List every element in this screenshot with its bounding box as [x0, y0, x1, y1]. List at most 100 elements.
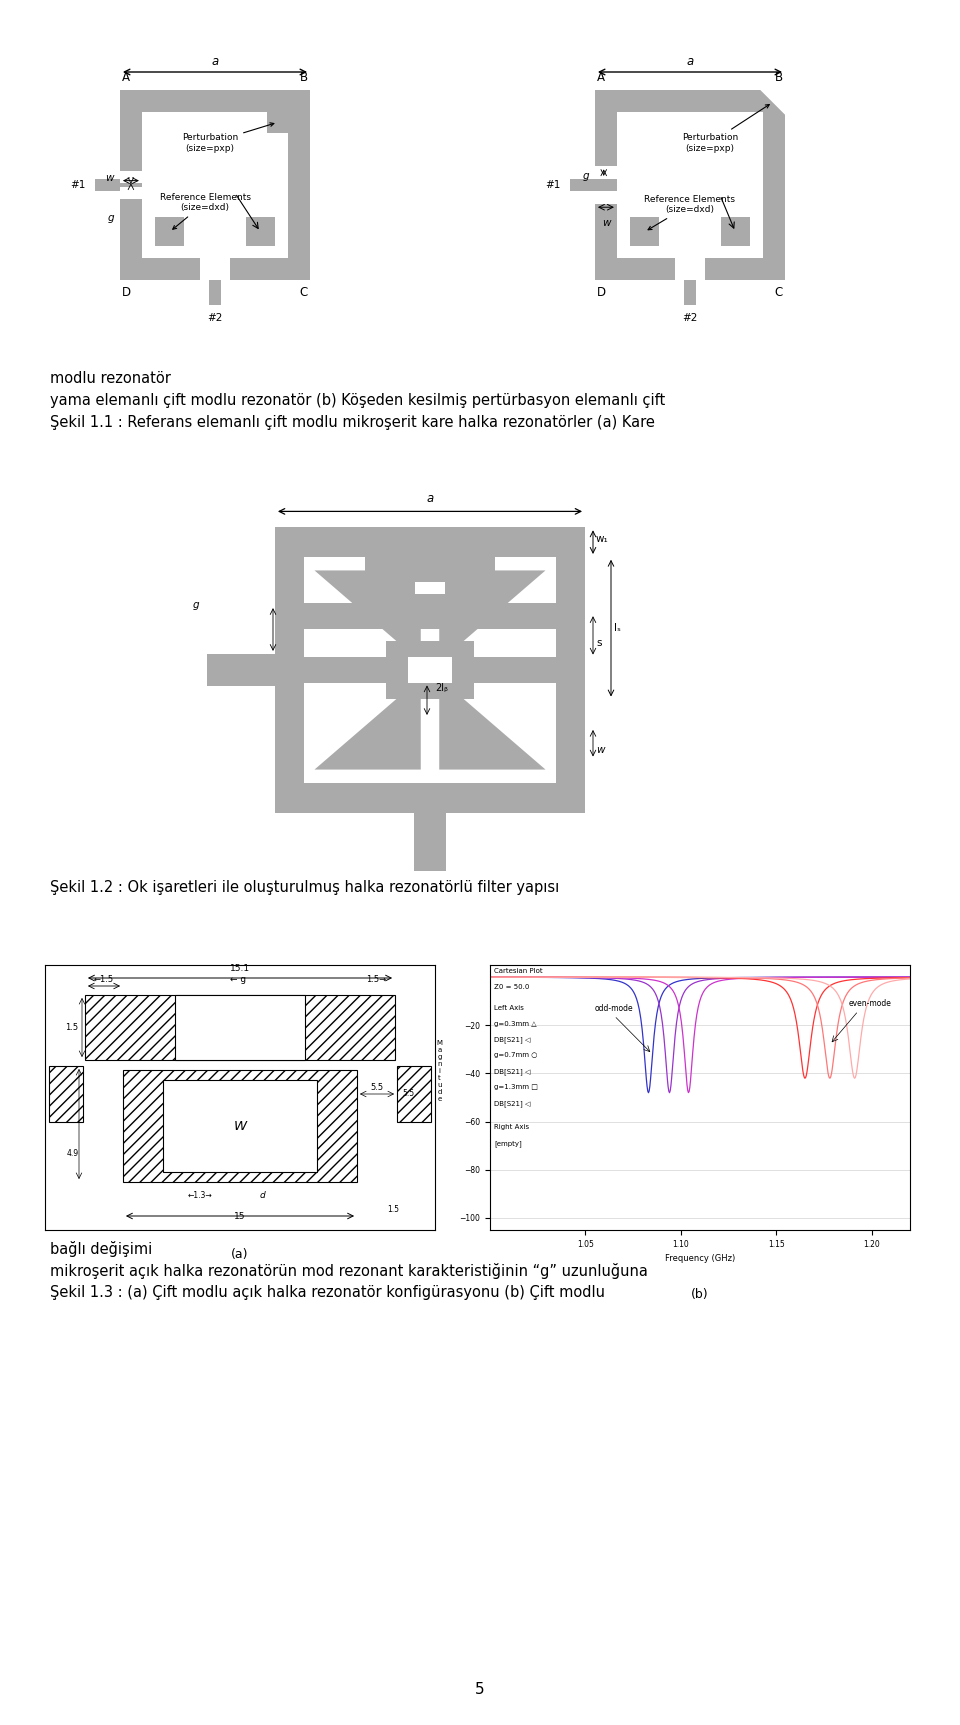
Text: DB[S21] ◁: DB[S21] ◁ — [494, 1068, 531, 1075]
Bar — [49, 1066, 83, 1121]
Text: a: a — [211, 55, 219, 67]
Text: [empty]: [empty] — [494, 1140, 522, 1147]
Text: 1.5: 1.5 — [387, 1206, 399, 1214]
Polygon shape — [440, 571, 545, 662]
Text: Reference Elements
(size=dxd): Reference Elements (size=dxd) — [644, 195, 735, 229]
Text: ←1.5: ←1.5 — [94, 975, 114, 983]
Text: odd-mode: odd-mode — [595, 1004, 634, 1013]
Polygon shape — [440, 678, 545, 769]
Bar — [304, 602, 556, 630]
Bar — [390, 581, 470, 609]
Text: 5.5: 5.5 — [371, 1083, 384, 1092]
Bar — [570, 179, 595, 191]
Bar — [684, 279, 696, 305]
Text: s: s — [596, 638, 602, 649]
Text: 5: 5 — [475, 1682, 485, 1697]
Text: 15.1: 15.1 — [230, 964, 250, 973]
Text: 5.5: 5.5 — [402, 1090, 414, 1099]
Polygon shape — [315, 571, 420, 662]
Text: Şekil 1.3 : (a) Çift modlu açık halka rezonatör konfigürasyonu (b) Çift modlu: Şekil 1.3 : (a) Çift modlu açık halka re… — [50, 1285, 605, 1301]
Text: a: a — [686, 55, 694, 67]
Text: modlu rezonatör: modlu rezonatör — [50, 371, 171, 386]
Bar — [386, 642, 474, 699]
Text: W: W — [233, 1120, 247, 1133]
Bar — [675, 259, 705, 279]
Text: Şekil 1.1 : Referans elemanlı çift modlu mikroşerit kare halka rezonatörler (a) : Şekil 1.1 : Referans elemanlı çift modlu… — [50, 416, 655, 430]
Text: w₁: w₁ — [596, 535, 609, 543]
Text: lₛ: lₛ — [614, 623, 621, 633]
Text: D: D — [122, 286, 132, 298]
Bar — [85, 995, 395, 1059]
Bar — [595, 191, 623, 204]
Bar — [630, 217, 660, 247]
Bar — [397, 1066, 431, 1121]
Text: (b): (b) — [691, 1289, 708, 1301]
Text: 4.9: 4.9 — [67, 1149, 79, 1159]
Text: #1: #1 — [545, 179, 561, 190]
Text: C: C — [300, 286, 308, 298]
Text: D: D — [597, 286, 606, 298]
Bar — [120, 90, 310, 279]
Bar — [365, 557, 495, 581]
Bar — [267, 112, 288, 133]
Text: mikroşerit açık halka rezonatörün mod rezonant karakteristiğinin “g” uzunluğuna: mikroşerit açık halka rezonatörün mod re… — [50, 1263, 648, 1278]
Bar — [163, 1080, 317, 1171]
Text: g: g — [108, 212, 114, 223]
Text: Left Axis: Left Axis — [494, 1004, 524, 1011]
Bar — [304, 557, 556, 783]
Text: B: B — [300, 71, 308, 85]
Bar — [95, 179, 120, 191]
Text: ←1.3→: ←1.3→ — [187, 1190, 212, 1201]
Text: A: A — [122, 71, 130, 85]
Text: w: w — [596, 745, 605, 756]
Text: C: C — [775, 286, 783, 298]
Text: Z0 = 50.0: Z0 = 50.0 — [494, 983, 530, 990]
Text: g: g — [583, 171, 589, 181]
Bar — [721, 217, 750, 247]
Text: g=0.3mm △: g=0.3mm △ — [494, 1021, 537, 1026]
Bar — [120, 171, 149, 183]
Bar — [123, 1070, 357, 1182]
Text: M
a
g
n
i
t
u
d
e: M a g n i t u d e — [437, 1040, 443, 1102]
Text: B: B — [775, 71, 783, 85]
Polygon shape — [760, 90, 785, 114]
Text: DB[S21] ◁: DB[S21] ◁ — [494, 1101, 531, 1107]
Bar — [617, 112, 763, 259]
Bar — [408, 657, 452, 683]
Bar — [206, 654, 275, 687]
Text: Cartesian Plot: Cartesian Plot — [494, 968, 542, 973]
Polygon shape — [315, 678, 420, 769]
Text: g=0.7mm ○: g=0.7mm ○ — [494, 1052, 538, 1059]
Text: (a): (a) — [231, 1247, 249, 1261]
Bar — [175, 995, 305, 1059]
Bar — [155, 217, 184, 247]
Bar — [246, 217, 275, 247]
Text: A: A — [597, 71, 605, 85]
Text: Reference Elements
(size=dxd): Reference Elements (size=dxd) — [159, 193, 251, 229]
Text: w: w — [106, 174, 114, 183]
Text: 2lᵦ: 2lᵦ — [435, 683, 448, 692]
Text: a: a — [426, 492, 434, 505]
Bar — [275, 528, 585, 812]
Text: ← g: ← g — [230, 975, 246, 983]
Text: w: w — [602, 219, 611, 228]
Bar — [201, 259, 229, 279]
Text: #2: #2 — [207, 312, 223, 323]
Text: DB[S21] ◁: DB[S21] ◁ — [494, 1037, 531, 1044]
Text: Right Axis: Right Axis — [494, 1125, 529, 1130]
Bar — [414, 812, 446, 871]
Bar — [595, 167, 623, 179]
Text: 1.5→: 1.5→ — [366, 975, 386, 983]
Bar — [595, 90, 785, 279]
Text: 15: 15 — [234, 1213, 246, 1221]
Text: g: g — [192, 600, 199, 611]
Bar — [415, 581, 445, 593]
X-axis label: Frequency (GHz): Frequency (GHz) — [665, 1254, 735, 1263]
Text: yama elemanlı çift modlu rezonatör (b) Köşeden kesilmiş pertürbasyon elemanlı çi: yama elemanlı çift modlu rezonatör (b) K… — [50, 393, 665, 409]
Bar — [209, 279, 221, 305]
Text: 1.5: 1.5 — [65, 1023, 78, 1033]
Text: d: d — [260, 1190, 266, 1201]
Text: #2: #2 — [683, 312, 698, 323]
Text: g=1.3mm □: g=1.3mm □ — [494, 1085, 538, 1090]
Bar — [120, 186, 149, 198]
